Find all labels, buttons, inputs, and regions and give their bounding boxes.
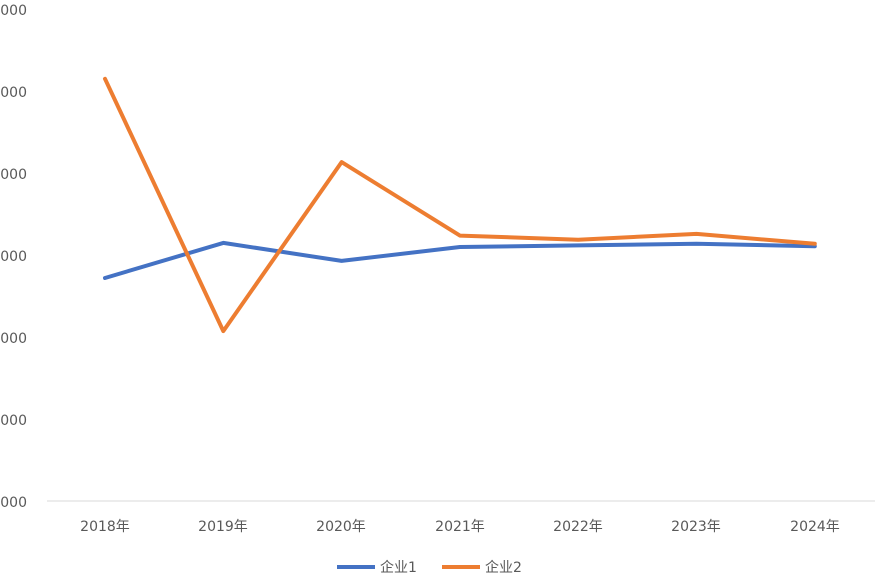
data-point xyxy=(813,242,817,246)
y-tick-label: 000 xyxy=(0,495,27,511)
y-tick-label: 000 xyxy=(0,249,27,265)
data-point xyxy=(695,242,699,246)
series-lines xyxy=(103,76,817,334)
x-axis-ticks: 2018年 2019年 2020年 2021年 2022年 2023年 2024… xyxy=(80,519,840,535)
data-point xyxy=(458,234,462,238)
legend-label-qiye2: 企业2 xyxy=(485,559,522,576)
data-point xyxy=(103,276,107,280)
y-tick-label: 000 xyxy=(0,331,27,347)
data-point xyxy=(340,160,344,164)
series-line-qiye2 xyxy=(103,76,817,334)
x-tick-label: 2022年 xyxy=(553,519,603,535)
data-point xyxy=(458,245,462,249)
data-point xyxy=(576,243,580,247)
y-tick-label: 000 xyxy=(0,167,27,183)
x-tick-label: 2018年 xyxy=(80,519,130,535)
x-tick-label: 2024年 xyxy=(790,519,840,535)
x-tick-label: 2021年 xyxy=(435,519,485,535)
series-line-qiye1 xyxy=(103,240,817,280)
data-point xyxy=(221,329,225,333)
y-axis-ticks: 000 000 000 000 000 000 000 xyxy=(0,3,27,511)
data-point xyxy=(340,259,344,263)
x-tick-label: 2023年 xyxy=(671,519,721,535)
data-point xyxy=(576,238,580,242)
y-tick-label: 000 xyxy=(0,413,27,429)
legend: 企业1 企业2 xyxy=(337,559,522,576)
x-tick-label: 2020年 xyxy=(316,519,366,535)
y-tick-label: 000 xyxy=(0,85,27,101)
legend-label-qiye1: 企业1 xyxy=(380,559,417,576)
data-point xyxy=(103,77,107,81)
x-tick-label: 2019年 xyxy=(198,519,248,535)
data-point xyxy=(695,232,699,236)
data-point xyxy=(221,241,225,245)
y-tick-label: 000 xyxy=(0,3,27,19)
